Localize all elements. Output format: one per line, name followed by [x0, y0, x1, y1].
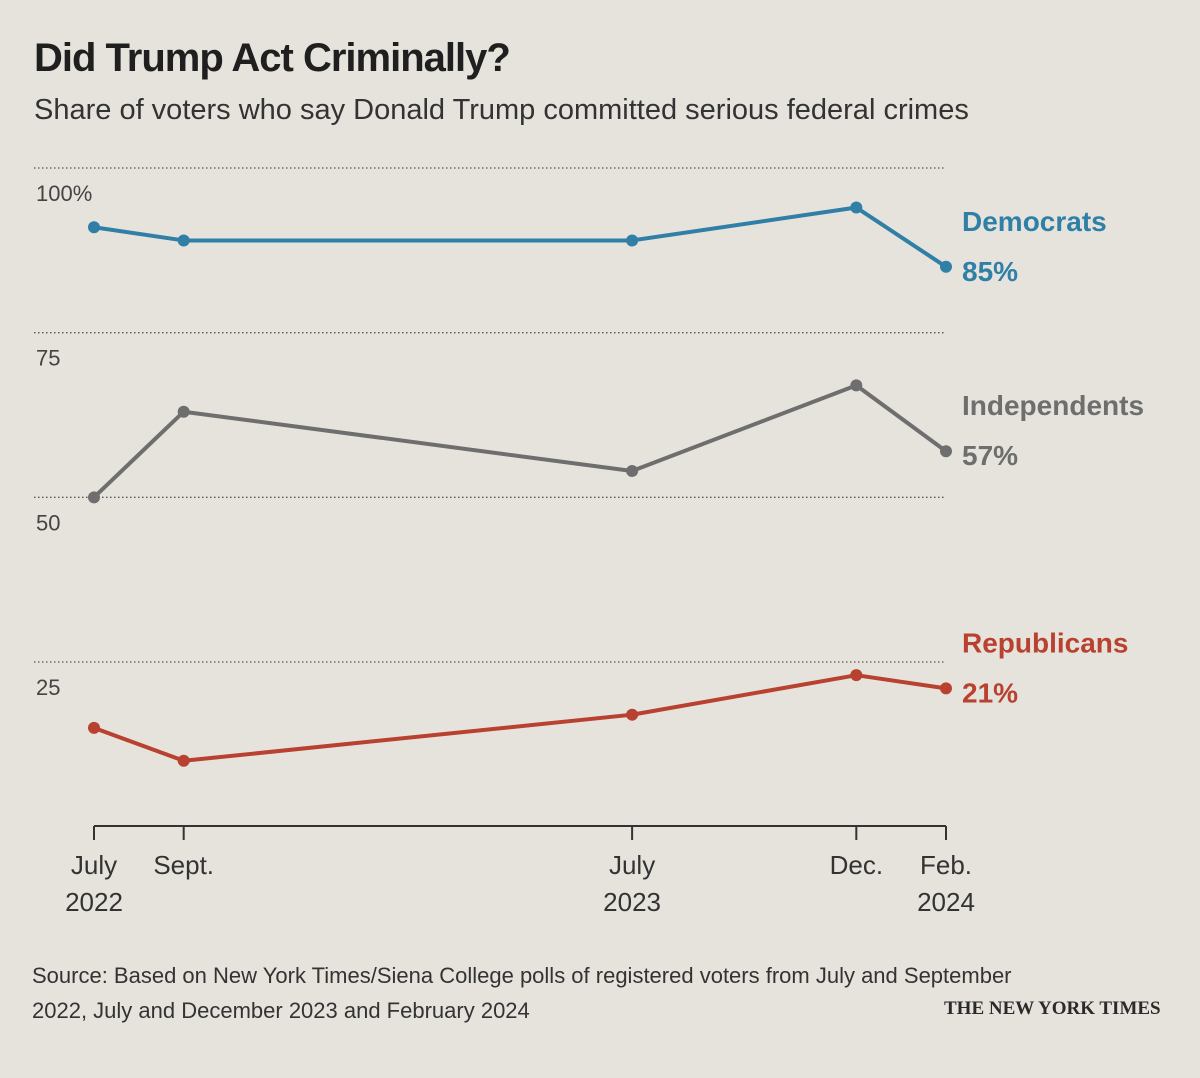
data-point [177, 234, 190, 247]
y-tick-label: 50 [36, 510, 60, 535]
data-point [850, 379, 863, 392]
chart-subtitle: Share of voters who say Donald Trump com… [34, 94, 969, 126]
series-name-label: Republicans [962, 627, 1128, 658]
data-point [940, 682, 952, 695]
x-tick-label: Sept. [153, 850, 214, 880]
y-tick-label: 100% [36, 181, 92, 206]
x-tick-label: July [609, 850, 655, 880]
series-name-label: Independents [962, 390, 1144, 421]
series-line-independents [92, 383, 948, 500]
x-tick-year: 2024 [917, 887, 975, 917]
y-tick-label: 25 [36, 675, 60, 700]
data-point [850, 669, 863, 682]
x-tick-label: Dec. [830, 850, 883, 880]
data-point [626, 464, 639, 477]
chart-title: Did Trump Act Criminally? [34, 36, 511, 80]
data-point [940, 445, 952, 458]
series-line-democrats [92, 205, 948, 269]
nyt-logo: THE NEW YORK TIMES [944, 998, 1161, 1019]
data-point [88, 491, 100, 504]
x-tick-label: Feb. [920, 850, 972, 880]
data-point [850, 201, 863, 214]
data-point [940, 260, 952, 273]
x-tick-label: July [71, 850, 117, 880]
data-point [626, 708, 639, 721]
series-name-label: Democrats [962, 206, 1107, 237]
data-point [177, 754, 190, 767]
data-point [626, 234, 639, 247]
y-tick-label: 75 [36, 346, 60, 371]
series-line-republicans [92, 673, 948, 763]
x-tick-year: 2022 [65, 887, 123, 917]
data-point [88, 221, 100, 234]
data-point [88, 721, 100, 734]
series-end-value: 85% [962, 256, 1018, 287]
source-note: Source: Based on New York Times/Siena Co… [32, 963, 1012, 1023]
series-end-value: 57% [962, 440, 1018, 471]
data-point [177, 405, 190, 418]
x-tick-year: 2023 [603, 887, 661, 917]
series-end-value: 21% [962, 677, 1018, 708]
